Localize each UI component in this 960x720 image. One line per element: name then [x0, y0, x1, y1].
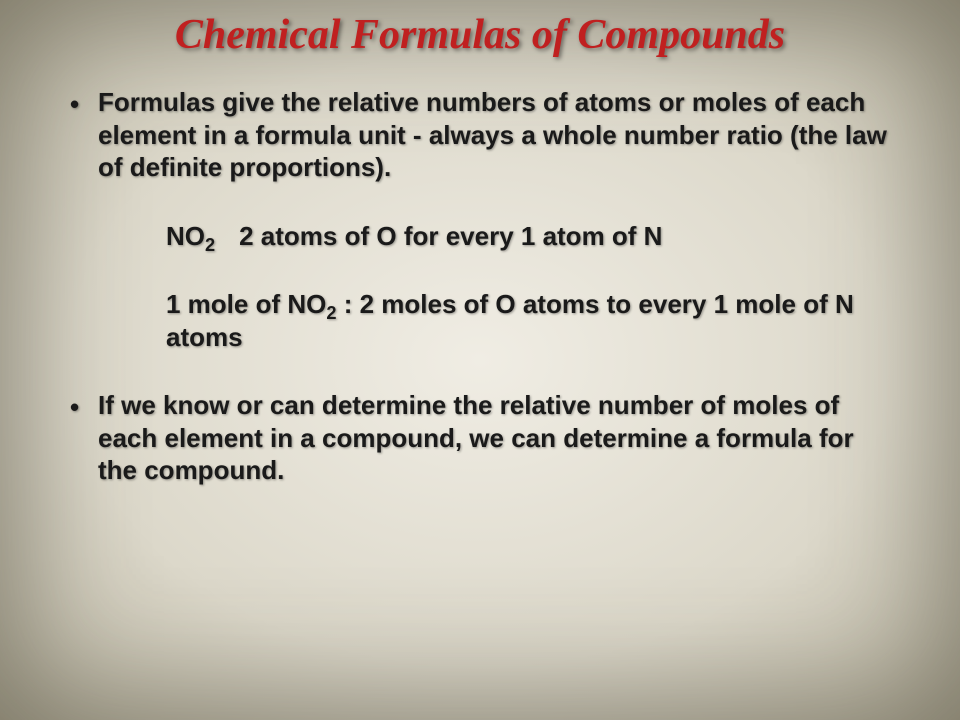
slide-title: Chemical Formulas of Compounds — [60, 12, 900, 58]
bullet-text: Formulas give the relative numbers of at… — [98, 86, 890, 184]
formula-prefix: NO — [166, 221, 205, 251]
bullet-item-1: • Formulas give the relative numbers of … — [70, 86, 890, 184]
bullet-text: If we know or can determine the relative… — [98, 389, 890, 487]
bullet-dot: • — [70, 389, 98, 487]
slide-body: • Formulas give the relative numbers of … — [60, 86, 900, 487]
line-subscript: 2 — [326, 303, 336, 323]
bullet-dot: • — [70, 86, 98, 184]
formula-subscript: 2 — [205, 235, 215, 255]
sub-item-2: 1 mole of NO2 : 2 moles of O atoms to ev… — [98, 288, 890, 353]
title-text: Chemical Formulas of Compounds — [175, 12, 785, 58]
bullet-item-2: • If we know or can determine the relati… — [70, 389, 890, 487]
line-a: 1 mole of NO — [166, 289, 326, 319]
sub-text: 2 atoms of O for every 1 atom of N — [239, 221, 662, 251]
sub-item-1: NO2 2 atoms of O for every 1 atom of N — [166, 220, 890, 253]
slide: Chemical Formulas of Compounds • Formula… — [0, 0, 960, 720]
